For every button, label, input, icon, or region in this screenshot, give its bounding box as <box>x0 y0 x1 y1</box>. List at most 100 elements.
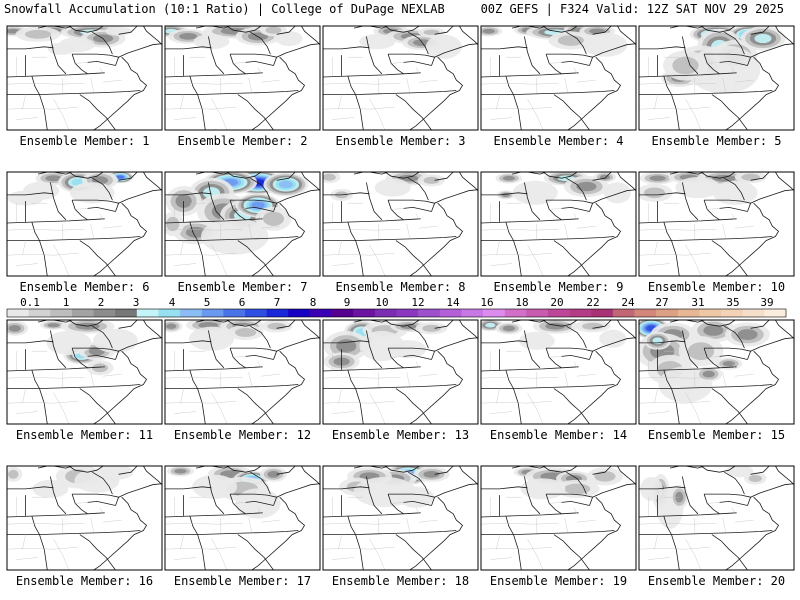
legend-label: 18 <box>515 296 528 309</box>
map-boundary-line <box>524 330 541 369</box>
map-boundary-line <box>323 400 395 404</box>
map-boundary-line <box>226 466 262 473</box>
map-boundary-line <box>639 384 773 390</box>
map-boundary-line <box>369 172 389 175</box>
map-boundary-line <box>229 199 246 221</box>
map-boundary-line <box>711 534 748 570</box>
map-boundary-line <box>75 62 88 64</box>
legend-swatch <box>612 309 635 317</box>
map-boundary-line <box>323 522 401 525</box>
map-boundary-line <box>7 400 79 404</box>
map-boundary-line <box>406 371 410 387</box>
legend-swatch <box>483 309 505 317</box>
map-boundary-line <box>750 172 770 181</box>
member-panel-7: Ensemble Member: 7 <box>164 171 321 294</box>
map-boundary-line <box>143 172 162 191</box>
figure-title: Snowfall Accumulation (10:1 Ratio) | Col… <box>4 2 445 16</box>
map-boundary-line <box>703 347 720 369</box>
map-boundary-line <box>7 218 105 224</box>
map-boundary-line <box>323 90 457 95</box>
panel-frame <box>6 465 163 571</box>
map-boundary-line <box>338 534 342 550</box>
map-boundary-line <box>229 347 246 369</box>
map-boundary-line <box>7 530 141 535</box>
legend-swatch <box>115 309 138 317</box>
map-boundary-line <box>415 507 420 514</box>
snowfall-field <box>165 466 320 570</box>
map-boundary-line <box>719 500 748 506</box>
map-boundary-line <box>592 26 612 35</box>
map-boundary-line <box>409 56 464 130</box>
map-boundary-line <box>165 72 263 78</box>
map-boundary-line <box>323 486 370 490</box>
snow-contour <box>265 26 282 34</box>
map-boundary-line <box>685 98 702 130</box>
map-boundary-line <box>165 252 237 256</box>
map-boundary-line <box>391 502 404 504</box>
map-boundary-line <box>750 320 770 329</box>
map-boundary-line <box>261 225 280 229</box>
map-boundary-line <box>431 337 478 360</box>
map-boundary-line <box>230 347 277 352</box>
map-boundary-line <box>490 263 513 266</box>
member-panel-13: Ensemble Member: 13 <box>322 319 479 442</box>
map-boundary-line <box>387 347 404 369</box>
snow-contour <box>599 329 627 348</box>
map-boundary-line <box>31 75 48 130</box>
map-boundary-line <box>685 466 705 469</box>
legend-swatch <box>93 309 116 317</box>
panel-frame <box>638 25 795 131</box>
map-boundary-line <box>589 483 636 506</box>
map-boundary-line <box>68 26 104 33</box>
map-boundary-line <box>245 500 274 506</box>
panel-frame <box>638 319 795 425</box>
map-boundary-line <box>237 388 274 424</box>
map-boundary-line <box>527 244 544 276</box>
panel-frame <box>6 171 163 277</box>
map-boundary-line <box>323 512 421 518</box>
map-boundary-line <box>639 530 773 535</box>
map-boundary-line <box>703 493 720 515</box>
map-boundary-line <box>53 98 70 130</box>
map-boundary-line <box>566 325 587 349</box>
map-boundary-line <box>403 500 432 506</box>
map-boundary-line <box>93 202 148 276</box>
map-boundary-line <box>229 53 246 75</box>
legend-label: 7 <box>274 296 281 309</box>
map-boundary-line <box>366 182 383 221</box>
map-boundary-line <box>648 117 671 120</box>
member-label: Ensemble Member: 16 <box>16 574 153 588</box>
map-boundary-line <box>527 26 547 29</box>
map-boundary-line <box>639 106 711 110</box>
snow-contour <box>7 469 19 479</box>
legend-label: 9 <box>344 296 351 309</box>
member-label: Ensemble Member: 4 <box>493 134 623 148</box>
map-boundary-line <box>68 172 104 179</box>
map-boundary-line <box>323 228 401 231</box>
snow-contour <box>741 173 760 181</box>
map-boundary-line <box>31 221 48 276</box>
map-boundary-line <box>143 320 162 339</box>
map-boundary-line <box>496 534 500 550</box>
map-boundary-line <box>406 77 410 93</box>
map-boundary-line <box>87 500 116 506</box>
map-boundary-line <box>99 67 104 74</box>
map-boundary-line <box>50 476 67 515</box>
map-boundary-line <box>165 486 212 490</box>
map-boundary-line <box>118 320 138 329</box>
map-boundary-line <box>79 240 116 276</box>
map-boundary-line <box>180 94 184 110</box>
map-boundary-line <box>226 320 262 327</box>
panel-frame <box>322 319 479 425</box>
map-boundary-line <box>245 354 274 360</box>
map-boundary-line <box>250 31 271 55</box>
map-boundary-line <box>654 534 658 550</box>
map-boundary-line <box>490 411 513 414</box>
map-boundary-line <box>685 320 705 323</box>
map-boundary-line <box>639 340 686 344</box>
map-boundary-line <box>388 199 435 204</box>
map-boundary-line <box>388 493 435 498</box>
snow-contour <box>576 181 597 192</box>
panel-frame <box>164 171 321 277</box>
map-boundary-line <box>725 350 780 424</box>
